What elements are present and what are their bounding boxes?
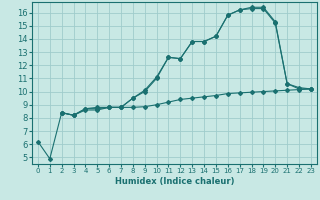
X-axis label: Humidex (Indice chaleur): Humidex (Indice chaleur) (115, 177, 234, 186)
